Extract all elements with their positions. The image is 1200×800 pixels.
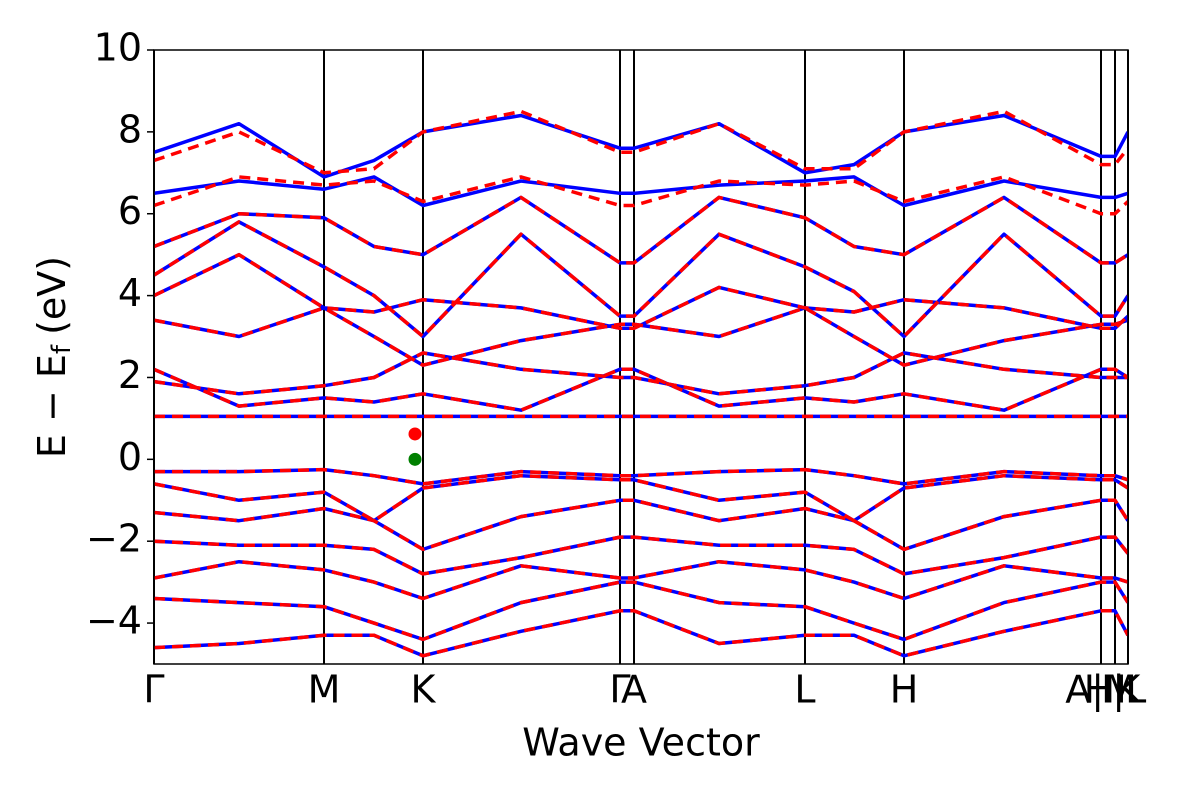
band-line bbox=[154, 220, 1128, 339]
x-tick-label: A|M bbox=[1065, 668, 1137, 713]
band-line bbox=[154, 535, 1128, 576]
band-line bbox=[154, 580, 1128, 642]
band-line bbox=[154, 195, 1128, 265]
band-line bbox=[154, 367, 1128, 412]
y-tick-label: 6 bbox=[118, 189, 142, 233]
band-line bbox=[154, 351, 1128, 396]
x-axis-label: Wave Vector bbox=[522, 721, 760, 765]
band-line bbox=[154, 306, 1128, 367]
y-tick-label: 10 bbox=[94, 26, 142, 70]
y-label-sub: f bbox=[47, 344, 77, 354]
x-tick-label: K bbox=[411, 668, 437, 712]
y-axis-label: E − Ef (eV) bbox=[30, 256, 77, 458]
x-tick-label: H|L bbox=[1084, 668, 1147, 713]
y-tick-label: 4 bbox=[118, 271, 142, 315]
y-tick-label: 0 bbox=[118, 435, 142, 479]
x-tick-label: Γ bbox=[609, 668, 630, 712]
y-tick-label: 8 bbox=[118, 107, 142, 151]
band-line bbox=[154, 367, 1128, 412]
x-tick-label: M bbox=[308, 668, 341, 712]
x-tick-label: H bbox=[890, 668, 919, 712]
band-line bbox=[154, 473, 1128, 523]
band-line bbox=[154, 252, 1128, 331]
y-label-main: E − E bbox=[30, 354, 74, 458]
x-tick-label: L bbox=[794, 668, 815, 712]
x-tick-label: Γ bbox=[143, 668, 164, 712]
y-tick-label: 2 bbox=[118, 353, 142, 397]
x-tick-label: K bbox=[1116, 668, 1142, 712]
band-line bbox=[154, 113, 1128, 179]
band-edge-point bbox=[408, 452, 422, 466]
band-line bbox=[154, 498, 1128, 552]
band-edge-point bbox=[408, 427, 422, 441]
band-line bbox=[154, 609, 1128, 658]
band-line bbox=[154, 109, 1128, 175]
y-tick-label: −4 bbox=[86, 599, 142, 643]
band-line bbox=[154, 467, 1128, 486]
plot-frame bbox=[153, 49, 1129, 665]
band-line bbox=[154, 559, 1128, 601]
band-line bbox=[154, 609, 1128, 658]
bands bbox=[154, 109, 1128, 658]
band-line bbox=[154, 498, 1128, 552]
band-line bbox=[154, 175, 1128, 216]
x-tick-label: A bbox=[621, 668, 647, 712]
band-line bbox=[154, 220, 1128, 339]
y-label-unit: (eV) bbox=[30, 256, 74, 335]
y-tick-label: −2 bbox=[86, 517, 142, 561]
